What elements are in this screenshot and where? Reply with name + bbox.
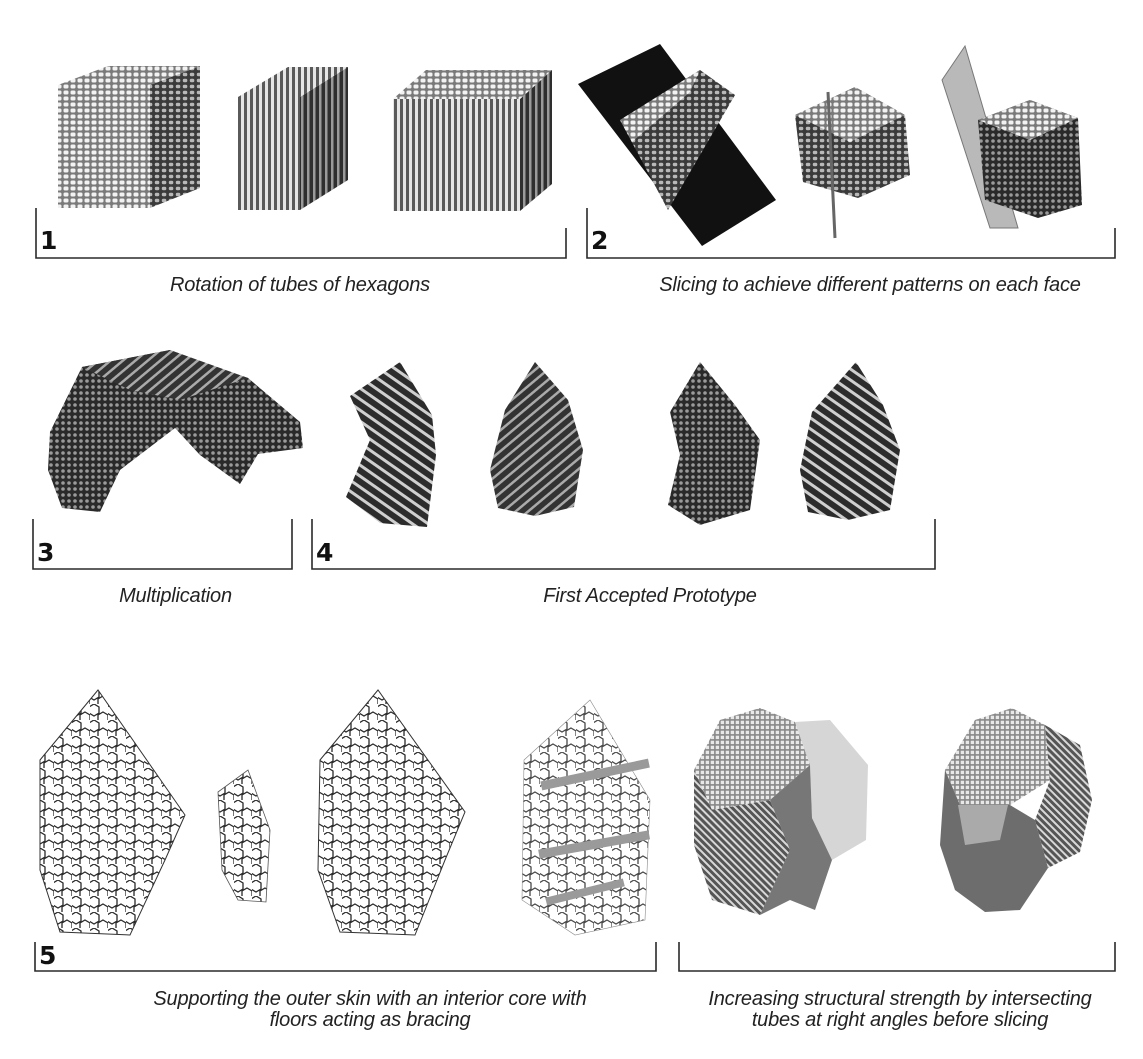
bracket-section-1 <box>35 208 567 259</box>
section-5-number: 5 <box>39 941 57 970</box>
sliced-cube-plane-3 <box>941 44 1082 229</box>
caption-section-4: First Accepted Prototype <box>543 585 757 607</box>
bracket-section-2 <box>586 208 1116 259</box>
section-5-figures <box>39 689 651 936</box>
caption-section-6-line-2: tubes at right angles before slicing <box>751 1009 1049 1031</box>
caption-section-1: Rotation of tubes of hexagons <box>170 274 430 296</box>
core-wireframe <box>217 769 271 903</box>
section-2-number: 2 <box>591 226 609 255</box>
cube-2 <box>238 67 348 210</box>
prototype-4 <box>800 362 900 520</box>
bracket-section-3 <box>32 519 293 570</box>
caption-section-5: Supporting the outer skin with an interi… <box>60 989 680 1031</box>
section-1-number: 1 <box>40 226 58 255</box>
cube-1 <box>58 66 200 208</box>
intersecting-form-2 <box>940 708 1092 912</box>
caption-section-5-line-1: Supporting the outer skin with an interi… <box>153 988 587 1010</box>
section-3-figures <box>48 350 303 512</box>
skin-wireframe-1 <box>39 689 186 936</box>
section-1-figures <box>58 66 552 211</box>
section-3-number: 3 <box>37 538 55 567</box>
section-4-figures <box>346 362 900 527</box>
cube-3 <box>393 70 552 211</box>
section-6-figures <box>694 708 1092 915</box>
intersecting-form-1 <box>694 708 868 915</box>
section-2-figures <box>578 44 1082 246</box>
prototype-2 <box>490 362 583 516</box>
caption-section-6-line-1: Increasing structural strength by inters… <box>708 988 1092 1010</box>
bracket-section-4 <box>311 519 936 570</box>
caption-section-6: Increasing structural strength by inters… <box>665 989 1135 1031</box>
bracket-section-5 <box>34 942 657 972</box>
prototype-1 <box>346 362 436 527</box>
caption-section-3: Multiplication <box>119 585 232 607</box>
skin-wireframe-2 <box>317 689 466 936</box>
caption-section-2: Slicing to achieve different patterns on… <box>659 274 1081 296</box>
sliced-cube-plane-1 <box>578 44 776 246</box>
caption-section-5-line-2: floors acting as bracing <box>269 1009 471 1031</box>
floor-bracing <box>521 699 651 936</box>
bracket-section-6 <box>678 942 1116 972</box>
prototype-3 <box>668 362 760 525</box>
sliced-cube-plane-2 <box>795 87 910 239</box>
section-4-number: 4 <box>316 538 334 567</box>
